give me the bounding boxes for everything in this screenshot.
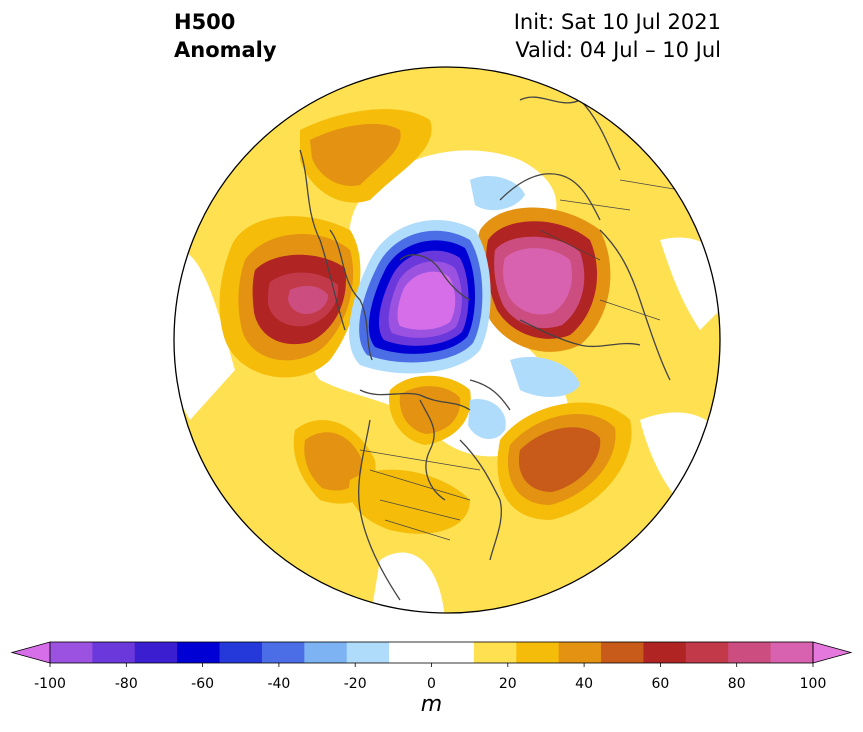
colorbar-tick-label: 60	[651, 676, 669, 692]
colorbar-segment	[685, 642, 729, 663]
colorbar-segment	[50, 642, 93, 663]
colorbar-tick-label: 20	[499, 676, 517, 692]
coastlines	[299, 96, 671, 601]
colorbar-tick-label: 40	[575, 676, 593, 692]
anomaly-patch-conus	[349, 469, 470, 534]
anomaly-trough-core	[397, 271, 456, 330]
colorbar-segment	[770, 642, 814, 663]
colorbar-segment	[177, 642, 221, 663]
colorbar-extend-low	[10, 641, 51, 664]
colorbar-segment	[516, 642, 560, 663]
anomaly-patch-hudson-inner	[399, 386, 461, 434]
colorbar-extend-high	[812, 641, 853, 664]
colorbar-segment	[134, 642, 178, 663]
colorbar-ticks: -100 -80 -60 -40 -20 0 20 40 60 80 100	[34, 663, 826, 692]
neutral-region-west	[174, 248, 235, 420]
country-borders	[359, 179, 681, 541]
colorbar-segment	[558, 642, 602, 663]
colorbar-segment	[261, 642, 305, 663]
title-left: H500 Anomaly	[174, 8, 277, 64]
colorbar-segment	[728, 642, 772, 663]
colorbar-segment	[304, 642, 348, 663]
colorbar-segment	[601, 642, 644, 663]
colorbar-tick-label: -40	[267, 676, 290, 692]
anomaly-ridge-west-core	[288, 285, 328, 314]
colorbar-tick-label: 80	[728, 676, 746, 692]
init-label: Init: Sat 10 Jul 2021	[513, 10, 721, 34]
colorbar-tick-label: -100	[34, 676, 66, 692]
anomaly-trough-light-south	[468, 399, 506, 440]
colorbar-segment	[346, 642, 390, 663]
anomaly-ridge-pacific-inner	[304, 432, 363, 491]
colorbar-units-label: m	[420, 692, 443, 717]
colorbar-segment	[431, 642, 475, 663]
anomaly-arc-north-inner	[310, 123, 401, 186]
globe-boundary	[173, 66, 721, 614]
anomaly-label: Anomaly	[174, 38, 277, 62]
colorbar-tick-label: -60	[191, 676, 214, 692]
colorbar-segment	[389, 642, 432, 663]
anomaly-field	[174, 67, 720, 613]
anomaly-ridge-atlantic-core	[518, 427, 601, 492]
title-right: Init: Sat 10 Jul 2021 Valid: 04 Jul – 10…	[514, 8, 721, 64]
colorbar-segment	[643, 642, 687, 663]
colorbar: -100 -80 -60 -40 -20 0 20 40 60 80 100	[10, 641, 853, 692]
valid-label: Valid: 04 Jul – 10 Jul	[515, 38, 721, 62]
neutral-region-south	[370, 552, 445, 613]
anomaly-ridge-east-core	[503, 248, 572, 315]
polar-map	[173, 66, 721, 614]
colorbar-tick-label: 100	[800, 676, 827, 692]
anomaly-trough-light-east	[510, 356, 580, 397]
variable-label: H500	[174, 10, 236, 34]
colorbar-tick-label: -80	[115, 676, 138, 692]
colorbar-segment	[92, 642, 136, 663]
anomaly-trough-light-north	[470, 175, 525, 211]
colorbar-segments	[10, 641, 853, 664]
colorbar-segment	[219, 642, 263, 663]
colorbar-segment	[473, 642, 517, 663]
colorbar-tick-label: -20	[344, 676, 367, 692]
colorbar-tick-label: 0	[427, 676, 436, 692]
